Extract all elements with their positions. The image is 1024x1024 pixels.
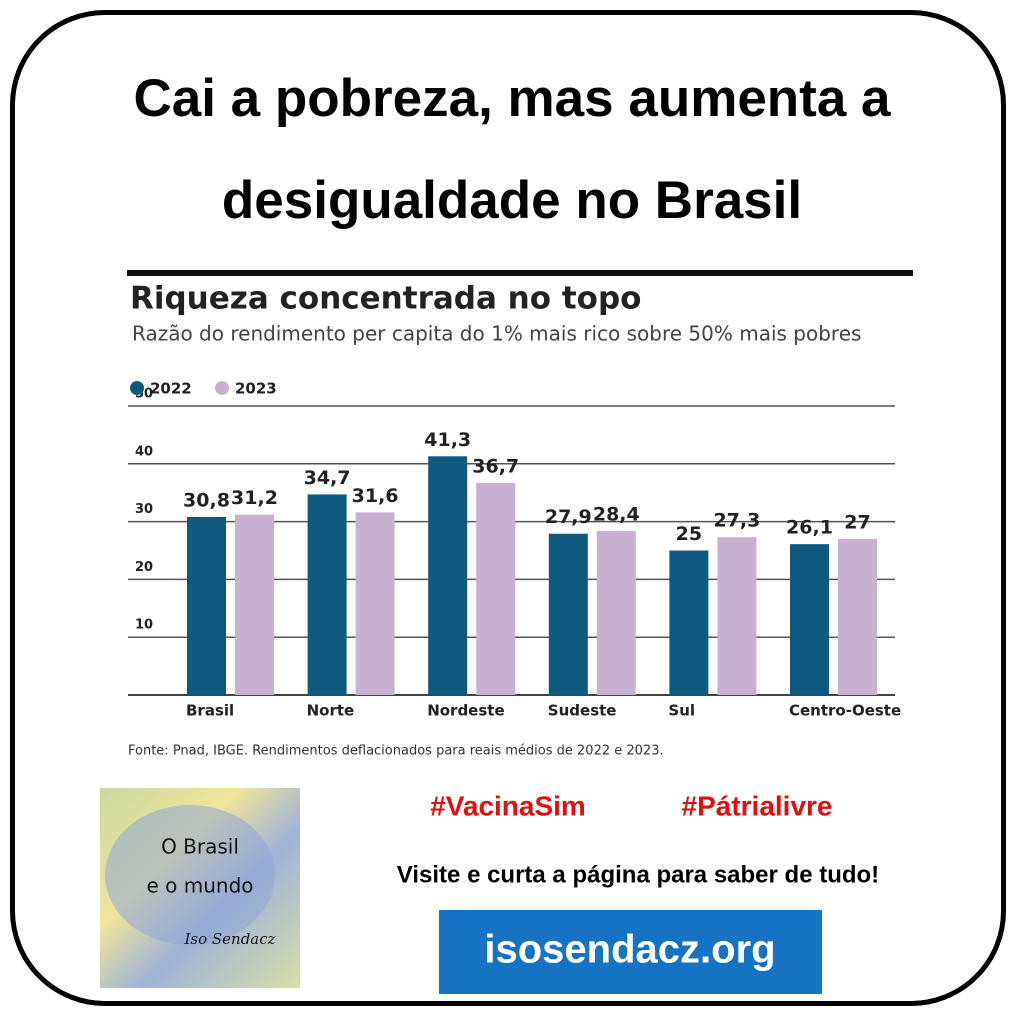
bar [476, 482, 516, 695]
y-tick-label: 20 [135, 560, 153, 575]
bar [355, 512, 395, 695]
value-label: 31,6 [352, 485, 399, 507]
logo-text: O Brasil [161, 835, 239, 859]
message: Visite e curta a página para saber de tu… [397, 861, 879, 888]
bar [187, 516, 226, 695]
legend-label: 2022 [150, 380, 192, 398]
bar [717, 537, 757, 695]
x-tick-label: Centro-Oeste [789, 702, 901, 720]
x-tick-label: Brasil [186, 702, 234, 720]
value-label: 31,2 [231, 487, 278, 509]
legend-label: 2023 [235, 380, 277, 398]
y-tick-label: 40 [135, 444, 153, 459]
value-label: 27,9 [545, 506, 592, 528]
bar [838, 538, 877, 695]
bar [428, 456, 468, 695]
page-title: Cai a pobreza, mas aumenta a desigualdad… [133, 69, 891, 230]
chart-title: Riqueza concentrada no topo [130, 281, 641, 317]
x-tick-label: Norte [307, 702, 355, 720]
link-text[interactable]: isosendacz.org [484, 928, 775, 972]
legend-marker [215, 381, 229, 395]
value-label: 27,3 [713, 510, 760, 532]
value-label: 26,1 [786, 517, 833, 539]
bar [548, 533, 588, 695]
bar [790, 544, 829, 695]
x-tick-label: Nordeste [427, 702, 504, 720]
value-label: 41,3 [424, 429, 471, 451]
x-tick-label: Sul [668, 702, 695, 720]
value-label: 30,8 [183, 489, 230, 511]
y-tick-label: 10 [135, 618, 153, 633]
x-tick-label: Sudeste [548, 702, 617, 720]
logo-signature: Iso Sendacz [183, 930, 275, 948]
chart-source: Fonte: Pnad, IBGE. Rendimentos deflacion… [128, 744, 664, 759]
link-button[interactable] [439, 910, 822, 994]
value-label: 36,7 [472, 455, 519, 477]
bar [307, 494, 347, 695]
bar [235, 514, 274, 695]
frame [10, 10, 1006, 1006]
hashtag: #Pátrialivre [682, 790, 833, 821]
hashtag: #VacinaSim [430, 790, 586, 821]
logo-text: e o mundo [146, 874, 253, 898]
value-label: 34,7 [304, 467, 351, 489]
value-label: 28,4 [593, 503, 640, 525]
value-label: 25 [676, 523, 702, 545]
legend-marker [130, 381, 144, 395]
bar [669, 550, 709, 695]
y-tick-label: 30 [135, 502, 153, 517]
logo-globe [105, 805, 275, 945]
value-label: 27 [844, 511, 870, 533]
bar [596, 530, 636, 695]
chart-subtitle: Razão do rendimento per capita do 1% mai… [132, 322, 861, 346]
